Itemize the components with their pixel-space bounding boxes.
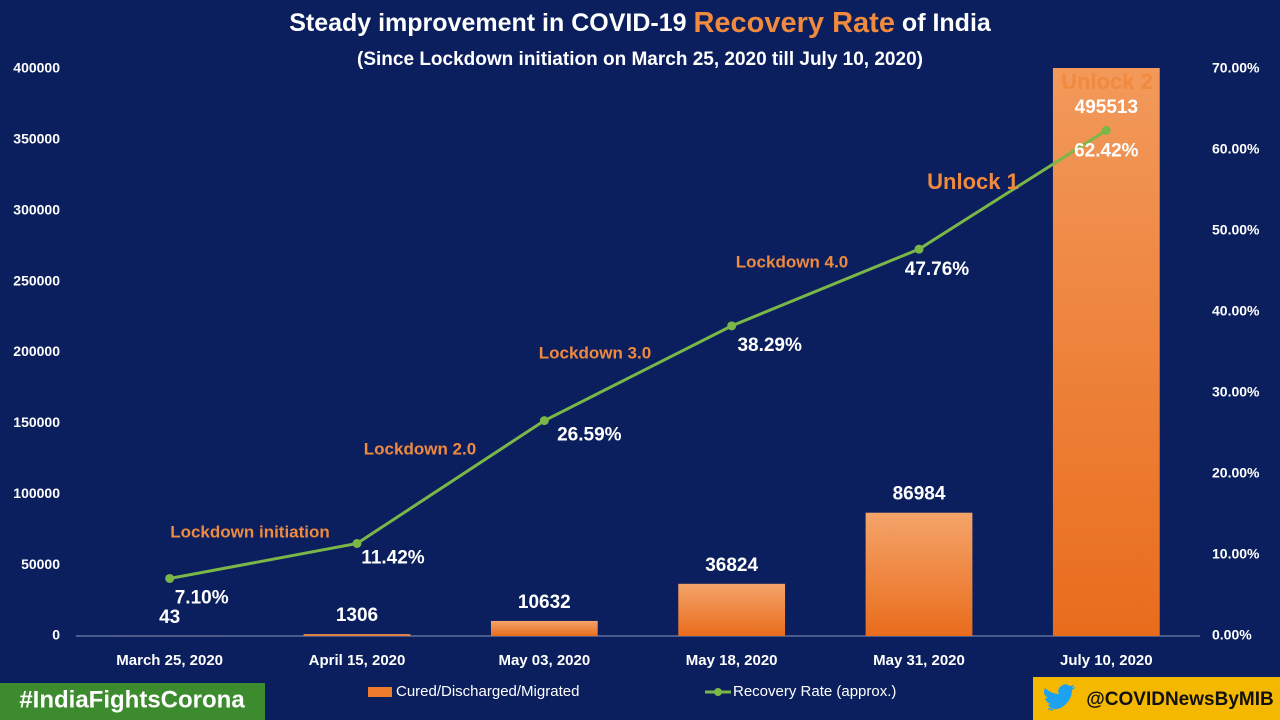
- title-part: Steady improvement in COVID-19: [289, 9, 686, 37]
- y-tick-label: 400000: [13, 60, 60, 76]
- y2-tick-label: 30.00%: [1212, 384, 1260, 400]
- x-tick-label: March 25, 2020: [116, 652, 223, 669]
- y-tick-label: 150000: [13, 414, 60, 430]
- bar: [865, 512, 973, 636]
- y2-tick-label: 20.00%: [1212, 465, 1260, 481]
- bar-value-label: 1306: [336, 605, 378, 626]
- phase-annotation: Lockdown 3.0: [539, 343, 651, 362]
- bar: [490, 620, 598, 636]
- hashtag: #IndiaFightsCorona: [19, 686, 245, 713]
- line-value-label: 38.29%: [737, 335, 802, 356]
- y-tick-label: 50000: [21, 556, 60, 572]
- title-part: of India: [902, 9, 992, 37]
- twitter-icon: [1044, 684, 1076, 711]
- subtitle: (Since Lockdown initiation on March 25, …: [357, 49, 923, 70]
- legend-label: Cured/Discharged/Migrated: [396, 683, 579, 700]
- line-value-label: 11.42%: [361, 548, 424, 569]
- y2-tick-label: 50.00%: [1212, 222, 1260, 238]
- phase-annotation: Unlock 1: [927, 169, 1019, 194]
- line-point: [1101, 125, 1111, 135]
- phase-annotation: Lockdown initiation: [170, 522, 330, 541]
- line-value-label: 7.10%: [175, 588, 229, 609]
- y-tick-label: 250000: [13, 272, 60, 288]
- bar-value-label: 495513: [1075, 97, 1138, 118]
- y2-tick-label: 70.00%: [1212, 60, 1260, 76]
- y-tick-label: 200000: [13, 343, 60, 359]
- chart-title: Steady improvement in COVID-19 Recovery …: [289, 7, 992, 39]
- bar-value-label: 86984: [893, 484, 946, 505]
- y2-tick-label: 60.00%: [1212, 141, 1260, 157]
- y-tick-label: 350000: [13, 131, 60, 147]
- handle-box: [1033, 677, 1280, 720]
- x-tick-label: April 15, 2020: [309, 652, 406, 669]
- line-point: [539, 416, 549, 426]
- bar-value-label: 36824: [705, 555, 758, 576]
- line-point: [165, 573, 175, 583]
- legend-label: Recovery Rate (approx.): [733, 683, 896, 700]
- y-tick-label: 0: [52, 627, 60, 643]
- line-value-label: 26.59%: [557, 425, 622, 446]
- hashtag-box: [0, 683, 265, 720]
- bar: [678, 583, 786, 636]
- bar: [1052, 68, 1160, 636]
- bar: [303, 634, 411, 636]
- legend-swatch: [368, 687, 392, 697]
- plot-area: [116, 68, 1160, 636]
- phase-annotation: Lockdown 2.0: [364, 439, 476, 458]
- line-point: [727, 321, 737, 331]
- bar-value-label: 43: [159, 607, 180, 628]
- line: [169, 129, 1108, 580]
- title-highlight: Recovery Rate: [693, 7, 895, 39]
- y-tick-label: 300000: [13, 201, 60, 217]
- line-point: [352, 538, 362, 548]
- y2-tick-label: 0.00%: [1212, 627, 1252, 643]
- phase-annotation: Unlock 2: [1061, 69, 1153, 94]
- x-tick-label: July 10, 2020: [1060, 652, 1153, 669]
- phase-annotation: Lockdown 4.0: [736, 252, 848, 271]
- y2-tick-label: 40.00%: [1212, 303, 1260, 319]
- bar-value-label: 10632: [518, 592, 571, 613]
- x-tick-label: May 31, 2020: [873, 652, 965, 669]
- handle: @COVIDNewsByMIB: [1086, 689, 1273, 710]
- line-point: [914, 244, 924, 254]
- line-value-label: 47.76%: [905, 259, 970, 280]
- legend-swatch-dot: [714, 688, 722, 696]
- x-tick-label: May 18, 2020: [686, 652, 778, 669]
- x-tick-label: May 03, 2020: [498, 652, 590, 669]
- line-value-label: 62.42%: [1074, 140, 1139, 161]
- y-tick-label: 100000: [13, 485, 60, 501]
- y2-tick-label: 10.00%: [1212, 546, 1260, 562]
